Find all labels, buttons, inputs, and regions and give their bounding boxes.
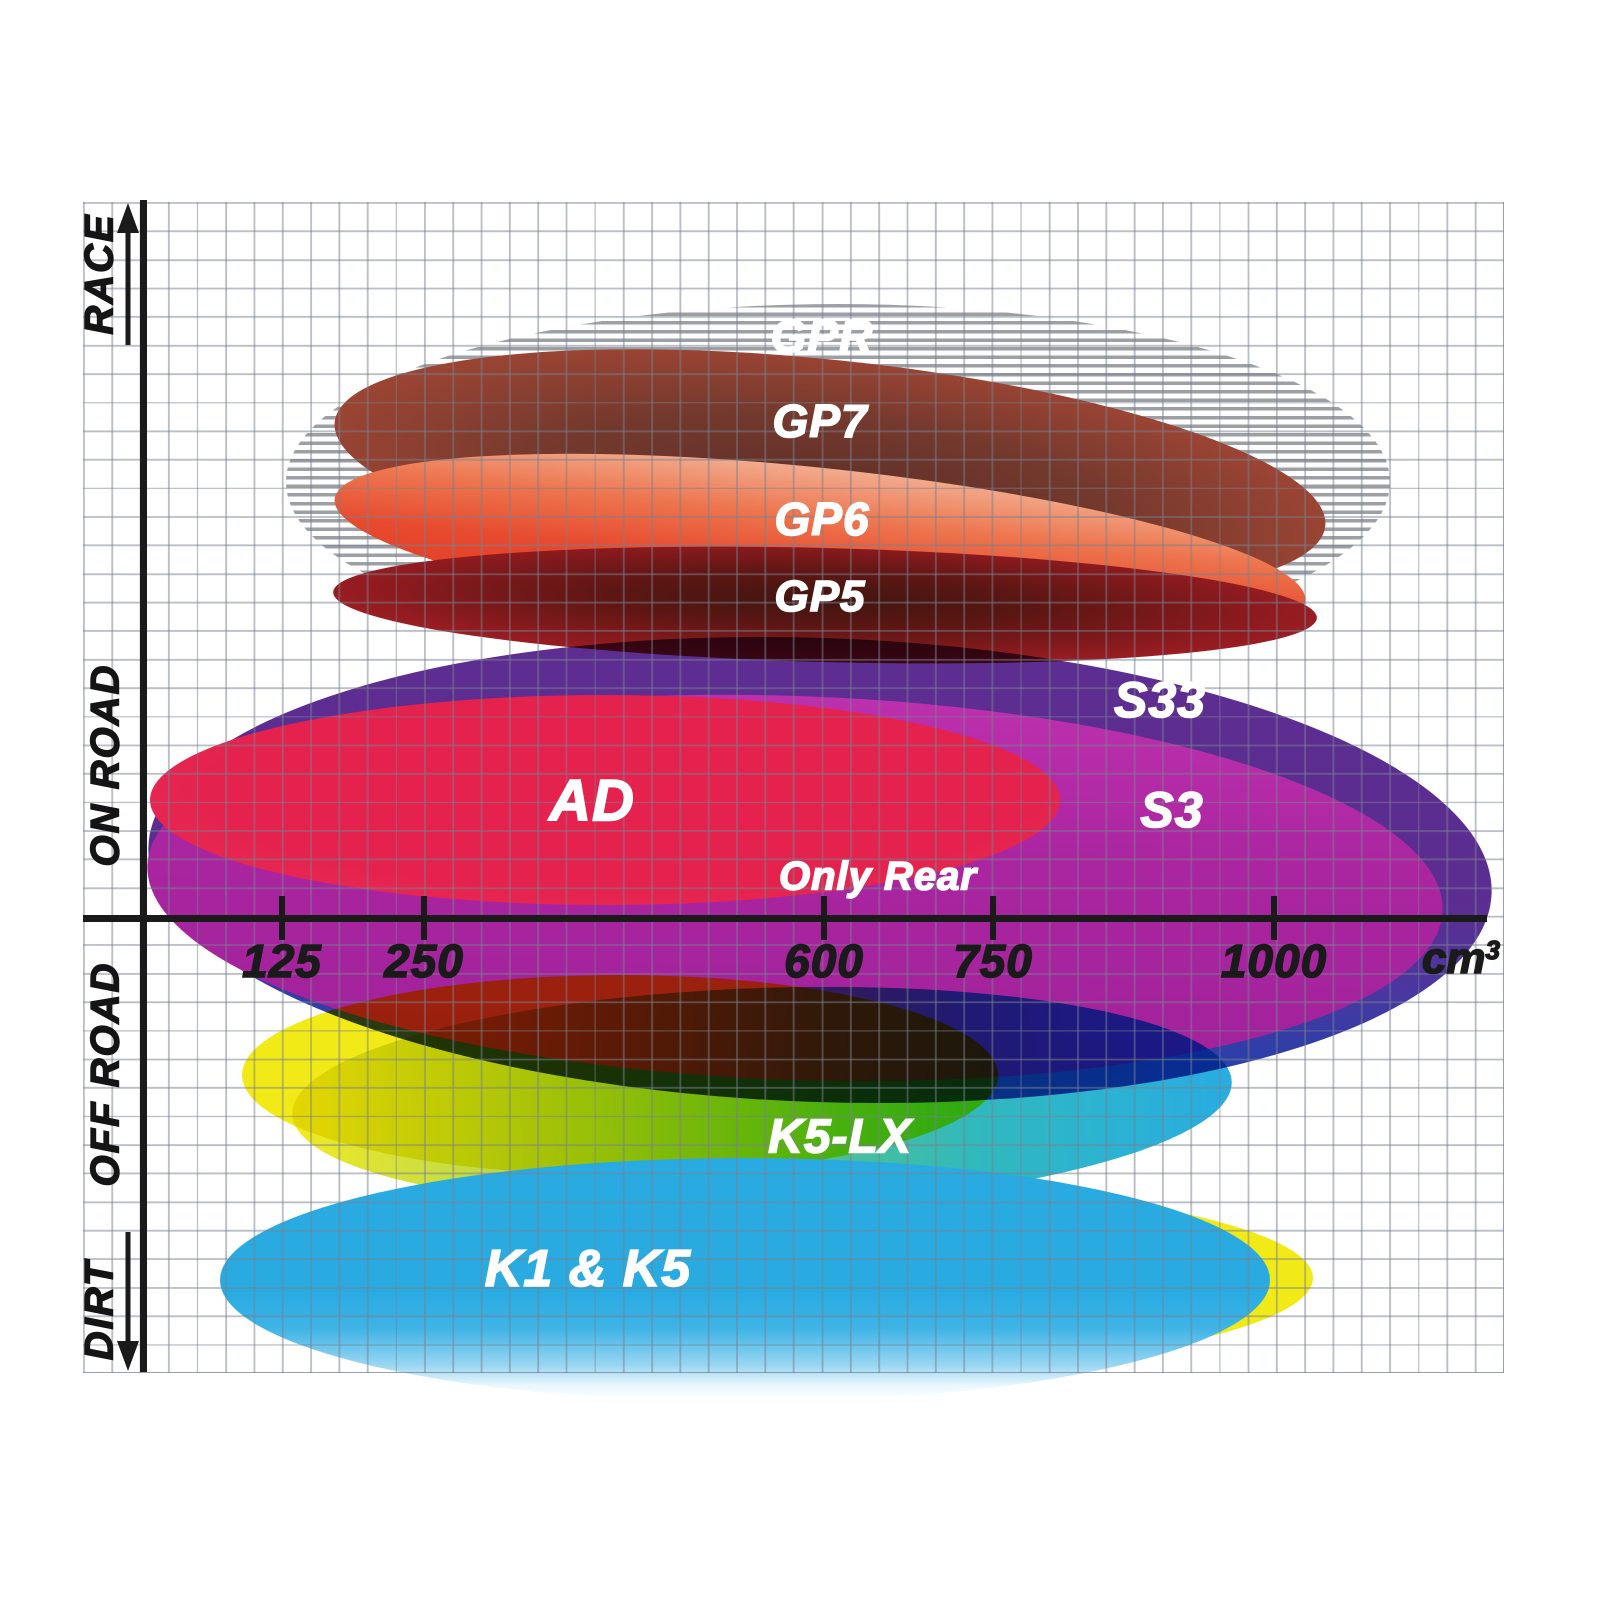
dirt-arrow-shaft: [125, 1232, 131, 1343]
x-tick-label-1000: 1000: [1220, 934, 1328, 988]
y-axis-line: [140, 200, 147, 1372]
s33-label: S33: [1113, 671, 1206, 729]
k5lx-label: K5-LX: [767, 1110, 912, 1165]
x-tick-125: [279, 896, 285, 940]
race-arrow-up-icon: [117, 203, 139, 233]
dirt-arrow-down-icon: [117, 1341, 139, 1371]
x-tick-label-125: 125: [241, 934, 322, 988]
gp7-label: GP7: [772, 394, 868, 448]
gp6-label: GP6: [774, 492, 870, 546]
zone-label-race: RACE: [77, 213, 122, 336]
x-axis-line: [83, 915, 1487, 922]
zone-label-on-road: ON ROAD: [83, 663, 128, 867]
x-tick-1000: [1271, 896, 1277, 940]
x-axis-unit-exponent: 3: [1485, 934, 1501, 966]
only-rear-label: Only Rear: [778, 854, 977, 900]
zone-label-dirt: DIRT: [77, 1259, 122, 1361]
x-tick-600: [821, 896, 827, 940]
x-tick-label-600: 600: [783, 934, 864, 988]
x-axis-unit: cm3: [1421, 933, 1501, 984]
x-tick-750: [990, 896, 996, 940]
x-tick-label-750: 750: [952, 934, 1033, 988]
x-tick-250: [421, 896, 427, 940]
zone-label-off-road: OFF ROAD: [83, 961, 128, 1187]
k1k5-label: K1 & K5: [484, 1239, 692, 1299]
s3-label: S3: [1140, 781, 1204, 839]
race-arrow-shaft: [125, 231, 131, 345]
ellipse-k1k5: [220, 1158, 1270, 1402]
x-tick-label-250: 250: [383, 934, 464, 988]
ad-label: AD: [548, 768, 635, 835]
x-axis-unit-base: cm: [1421, 933, 1486, 984]
gp5-label: GP5: [774, 571, 866, 622]
gpr-label: GPR: [770, 309, 874, 363]
